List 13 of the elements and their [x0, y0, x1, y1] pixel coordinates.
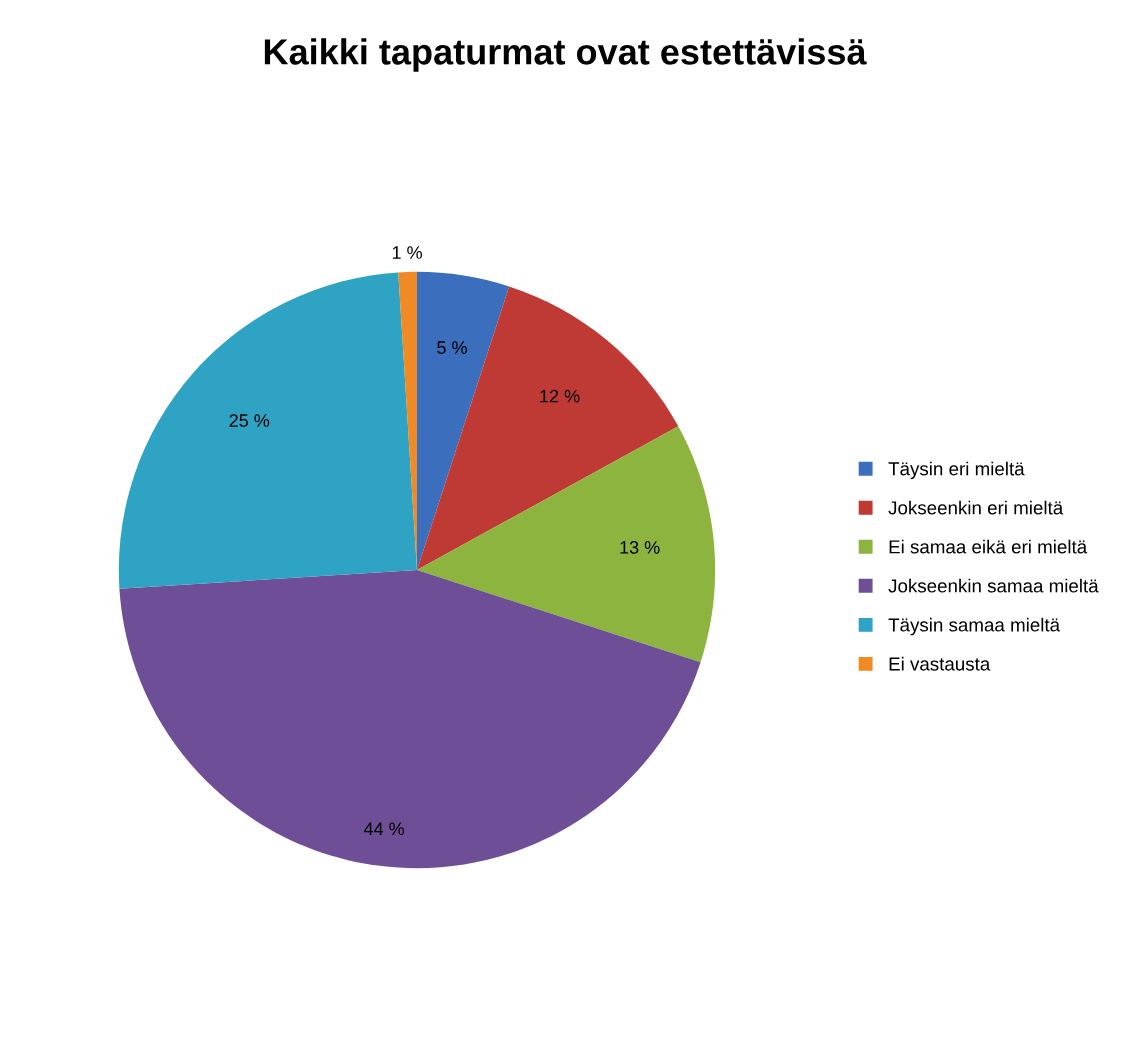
- legend-label: Ei vastausta: [889, 656, 991, 671]
- data-label: 25 %: [229, 414, 270, 427]
- chart-title: Kaikki tapaturmat ovat estettävissä: [264, 38, 867, 72]
- data-label: 13 %: [620, 541, 660, 554]
- data-label: 12 %: [540, 389, 580, 403]
- data-label: 1 %: [392, 246, 422, 259]
- legend-label: Jokseenkin samaa mieltä: [888, 578, 1099, 593]
- legend-label: Ei samaa eikä eri mieltä: [889, 539, 1088, 554]
- legend-label: Jokseenkin eri mieltä: [888, 500, 1064, 515]
- data-label: 5 %: [437, 341, 467, 354]
- data-label: 44 %: [363, 822, 405, 836]
- legend-label: Täysin samaa mieltä: [888, 617, 1061, 636]
- legend-label: Täysin eri mieltä: [888, 461, 1025, 480]
